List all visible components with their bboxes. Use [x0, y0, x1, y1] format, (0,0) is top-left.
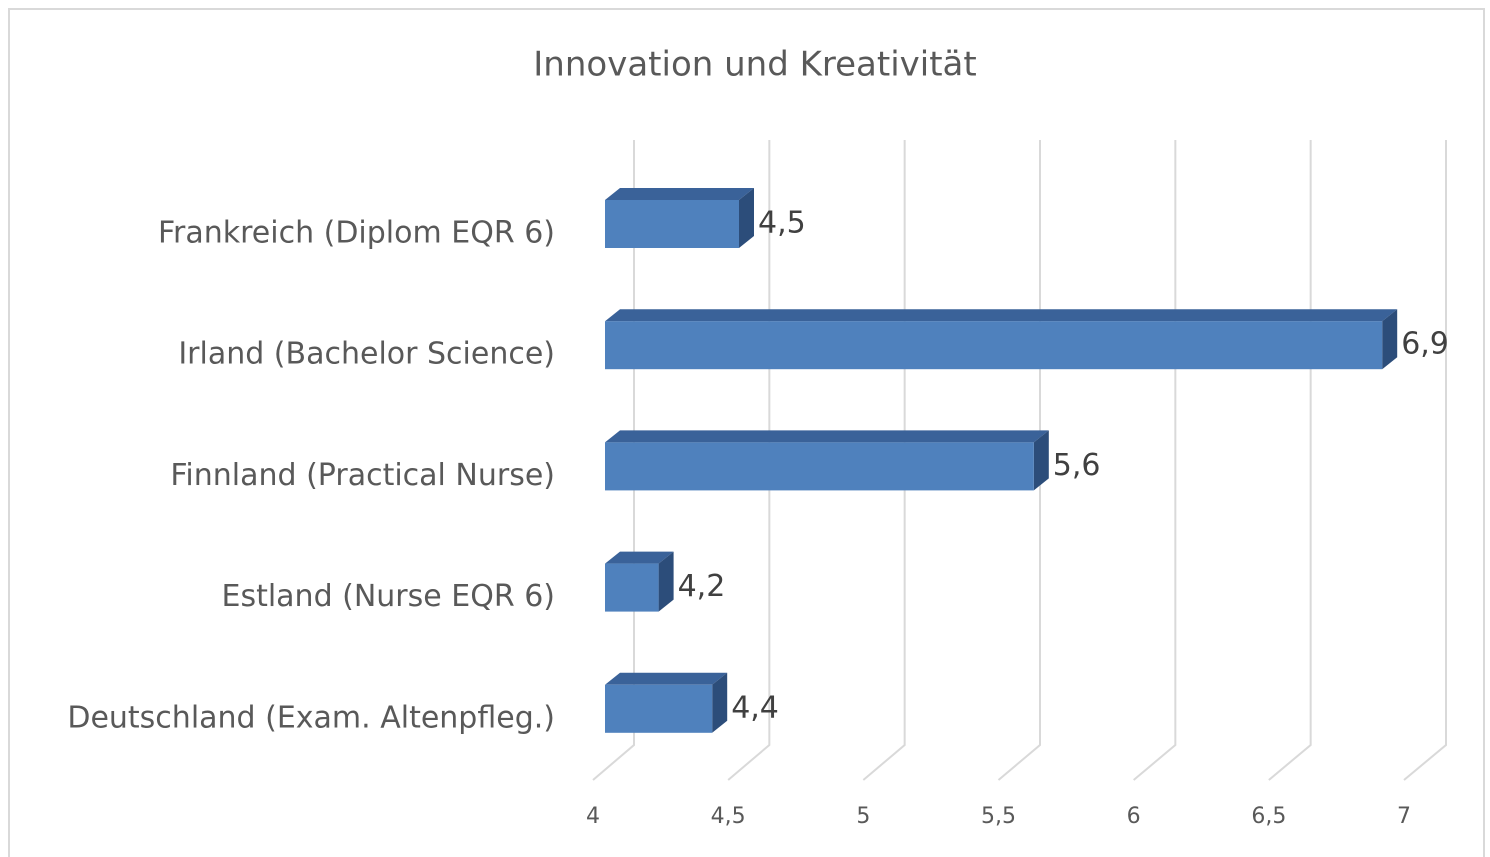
- y-tick-label: Deutschland (Exam. Altenpfleg.): [67, 700, 555, 735]
- bar-front: [605, 200, 739, 248]
- x-tick-label: 4: [586, 804, 600, 829]
- y-tick-label: Frankreich (Diplom EQR 6): [158, 216, 555, 251]
- bar-side: [1382, 309, 1398, 370]
- x-tick-label: 6,5: [1251, 804, 1286, 829]
- x-tick-label: 5,5: [981, 804, 1016, 829]
- bar-front: [605, 563, 659, 612]
- bar: [605, 672, 728, 733]
- bar: [605, 309, 1398, 370]
- bar: [605, 430, 1049, 491]
- value-label: 5,6: [1053, 448, 1101, 483]
- bar-side: [739, 188, 754, 248]
- bar-front: [605, 321, 1383, 370]
- value-label: 4,5: [758, 206, 806, 241]
- value-label: 6,9: [1401, 327, 1449, 362]
- bar: [605, 551, 674, 612]
- bar-side: [1033, 430, 1049, 491]
- bar-top: [605, 309, 1398, 322]
- bar-top: [605, 551, 674, 564]
- bar: [605, 188, 754, 248]
- x-tick-label: 6: [1127, 804, 1141, 829]
- y-tick-label: Irland (Bachelor Science): [178, 337, 555, 372]
- bar-side: [712, 672, 728, 733]
- x-tick-label: 7: [1397, 804, 1411, 829]
- value-label: 4,4: [731, 690, 779, 725]
- chart-title: Innovation und Kreativität: [533, 45, 976, 85]
- bar-front: [605, 684, 713, 733]
- y-tick-label: Finnland (Practical Nurse): [170, 458, 555, 493]
- bar-side: [658, 551, 674, 612]
- bar-front: [605, 442, 1034, 491]
- bar-top: [605, 430, 1049, 443]
- x-tick-label: 4,5: [711, 804, 746, 829]
- y-tick-label: Estland (Nurse EQR 6): [221, 579, 555, 614]
- bar-top: [605, 672, 728, 685]
- grid-line: [1403, 140, 1447, 781]
- x-tick-label: 5: [856, 804, 870, 829]
- value-label: 4,2: [678, 569, 726, 604]
- bar-top: [605, 188, 754, 200]
